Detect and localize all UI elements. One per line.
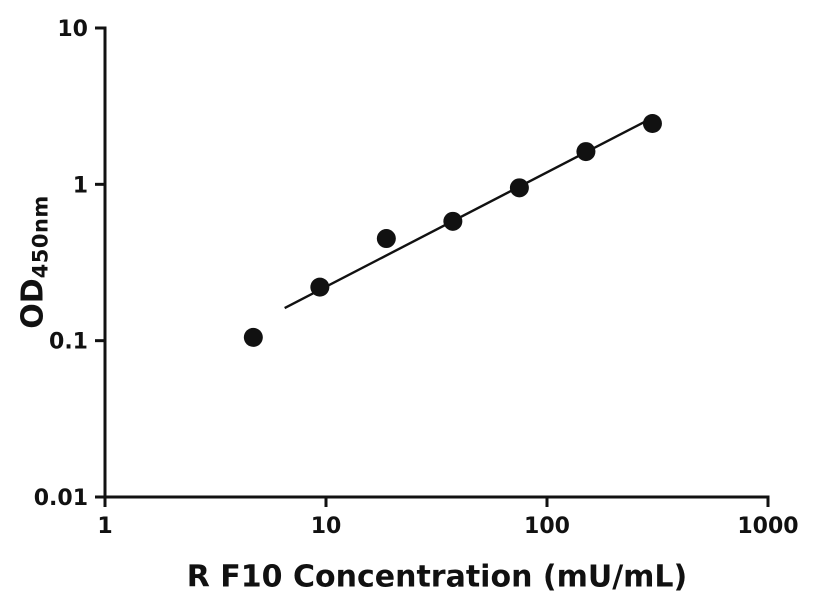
x-tick-label: 100 (524, 514, 570, 539)
data-point (509, 178, 529, 198)
x-tick-label: 1000 (737, 514, 798, 539)
x-tick-label: 10 (311, 514, 342, 539)
fit-line (284, 116, 653, 310)
data-point (576, 142, 596, 162)
y-axis-title-subscript: 450nm (28, 195, 53, 279)
y-tick-label: 1 (73, 173, 88, 198)
y-tick-label: 0.1 (49, 330, 88, 355)
y-axis-title-main: OD (15, 278, 51, 329)
data-point (310, 277, 330, 297)
data-point (443, 211, 463, 231)
data-point (243, 327, 263, 347)
x-tick-label: 1 (97, 514, 112, 539)
data-point (642, 113, 662, 133)
y-tick-label: 0.01 (34, 486, 88, 511)
y-axis-title: OD450nm (15, 195, 53, 329)
y-tick-label: 10 (57, 17, 88, 42)
x-axis-title: R F10 Concentration (mU/mL) (186, 559, 688, 595)
data-point (376, 229, 396, 249)
axis-spines (103, 26, 770, 499)
